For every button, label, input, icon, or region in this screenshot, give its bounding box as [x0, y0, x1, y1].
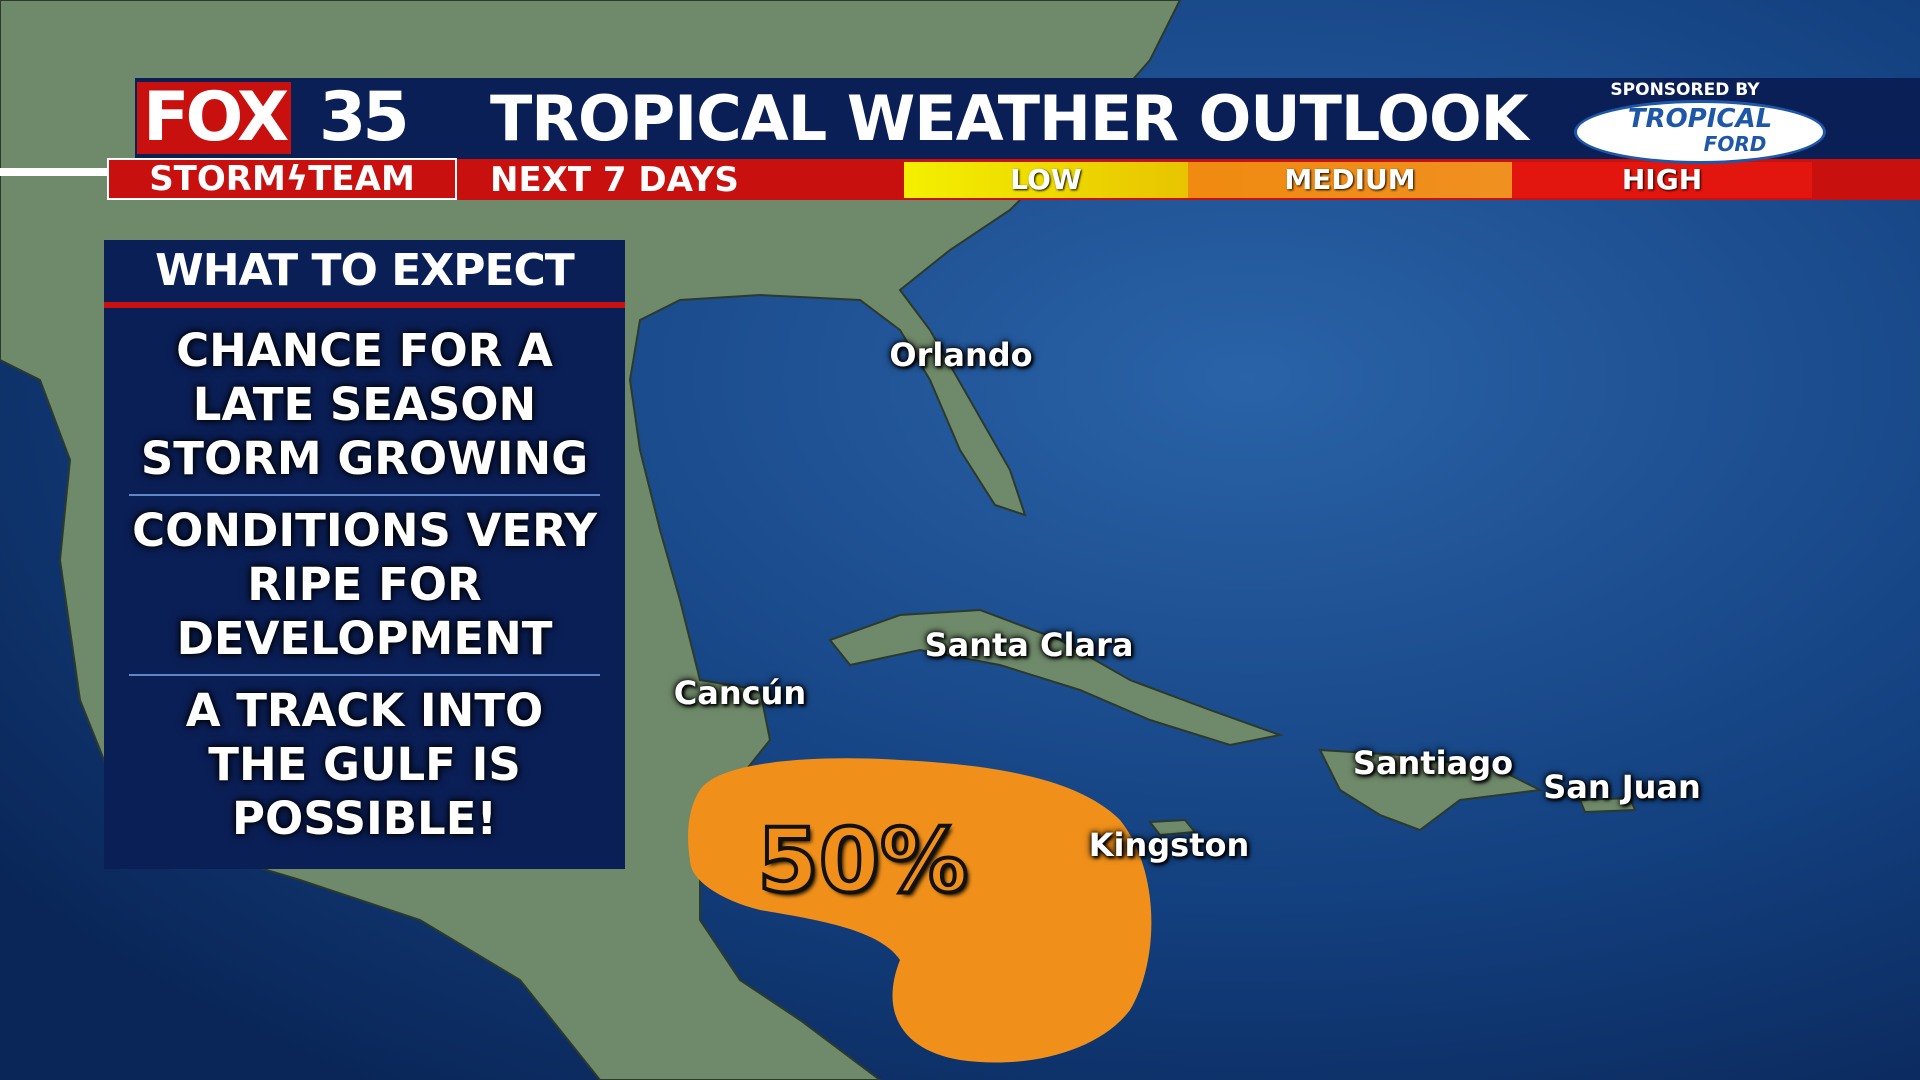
team-right: TEAM	[308, 159, 415, 199]
team-left: STORM	[149, 159, 286, 199]
hispaniola	[1318, 748, 1544, 832]
city-label: Santa Clara	[924, 626, 1134, 664]
bolt: ϟ	[285, 159, 309, 199]
city-label: Santiago	[1352, 744, 1514, 782]
puerto-rico	[1578, 796, 1637, 814]
separator	[129, 674, 600, 676]
logo-brand: FOX	[137, 82, 292, 154]
legend-low: LOW	[904, 162, 1188, 198]
jamaica	[1148, 818, 1197, 837]
expect-item: A TRACK INTO THE GULF IS POSSIBLE!	[104, 680, 625, 850]
sponsor-name-bottom: FORD	[1703, 132, 1767, 156]
sponsor-name-top: TROPICAL	[1627, 104, 1773, 134]
expect-line: DEVELOPMENT	[176, 612, 553, 665]
separator	[129, 494, 600, 496]
panel-heading: WHAT TO EXPECT	[104, 240, 625, 308]
logo-channel: 35	[319, 78, 410, 157]
panel-items: CHANCE FOR A LATE SEASON STORM GROWING COND…	[104, 308, 625, 850]
city-label: San Juan	[1543, 768, 1701, 806]
expect-line: THE GULF IS	[208, 738, 521, 791]
expect-line: STORM GROWING	[140, 432, 589, 485]
accent-line	[0, 168, 107, 176]
sponsor-label: SPONSORED BY	[1610, 80, 1760, 100]
city-label: Cancún	[673, 674, 807, 712]
expect-item: CONDITIONS VERY RIPE FOR DEVELOPMENT	[104, 500, 625, 670]
sponsor-logo: TROPICAL FORD	[1574, 100, 1826, 164]
legend-high: HIGH	[1512, 162, 1812, 198]
expect-line: CONDITIONS VERY	[132, 504, 597, 557]
cuba	[828, 608, 1284, 747]
expect-item: CHANCE FOR A LATE SEASON STORM GROWING	[104, 320, 625, 490]
expect-panel: WHAT TO EXPECT CHANCE FOR A LATE SEASON ST…	[104, 240, 625, 869]
title: TROPICAL WEATHER OUTLOOK	[490, 82, 1529, 155]
expect-line: POSSIBLE!	[231, 792, 497, 845]
expect-line: CHANCE FOR A	[176, 324, 553, 377]
city-label: Kingston	[1088, 826, 1250, 864]
storm-team: STORMϟTEAM	[107, 158, 457, 200]
expect-line: LATE SEASON	[192, 378, 537, 431]
period: NEXT 7 DAYS	[490, 160, 739, 200]
expect-line: A TRACK INTO	[185, 684, 544, 737]
outlook-area	[688, 758, 1152, 1063]
outlook-chance: 50%	[756, 808, 971, 915]
legend-medium: MEDIUM	[1188, 162, 1512, 198]
logo: FOX 35	[135, 78, 422, 158]
city-label: Orlando	[889, 336, 1033, 374]
expect-line: RIPE FOR	[247, 558, 482, 611]
